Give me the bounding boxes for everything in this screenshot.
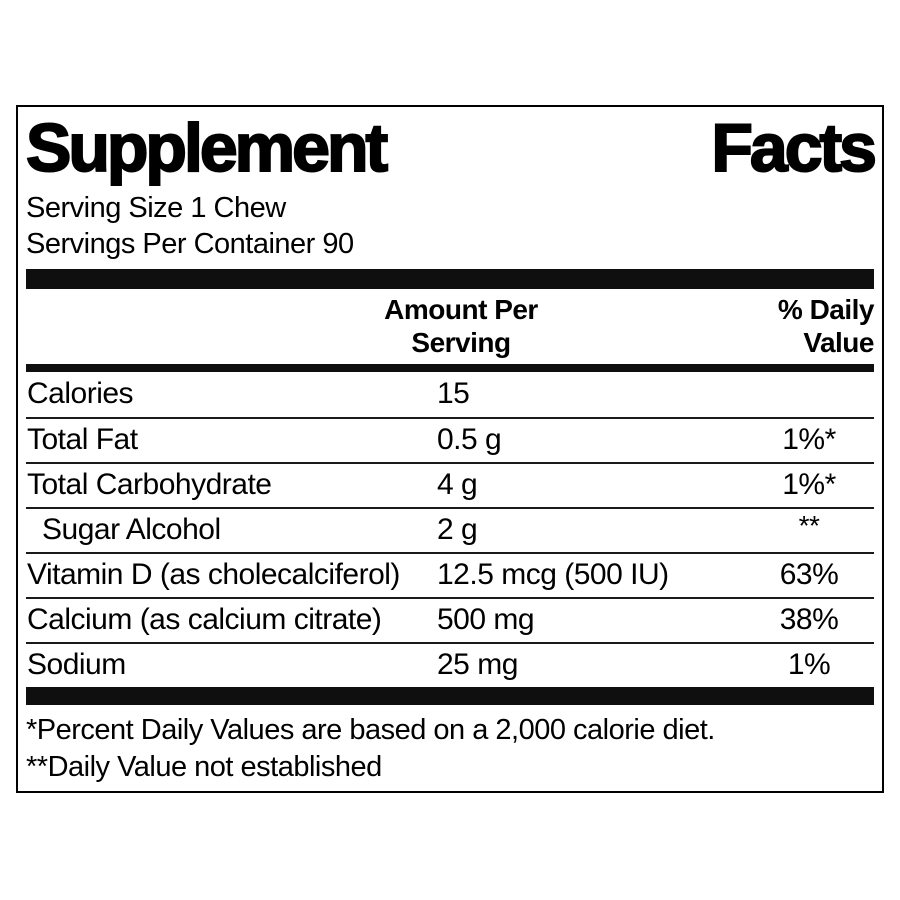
amount-header-line2: Serving [411,326,511,358]
amount-per-serving-header: Amount Per Serving [316,293,606,359]
footnotes: *Percent Daily Values are based on a 2,0… [26,705,874,786]
nutrient-name: Calcium (as calcium citrate) [27,603,382,637]
label-title: Supplement Facts [25,110,878,186]
separator-bar-bottom [26,686,874,705]
table-row-calories: Calories 15 [26,372,874,417]
nutrient-name: Sodium [27,648,126,682]
table-header-row: Amount Per Serving % Daily Value [26,289,874,364]
nutrient-amount: 2 g [437,513,478,547]
nutrient-amount: 4 g [437,468,478,502]
dv-header-line2: Value [803,326,874,358]
servings-per-container: Servings Per Container 90 [26,227,354,260]
nutrient-amount: 25 mg [437,648,518,682]
nutrient-name: Vitamin D (as cholecalciferol) [27,558,400,592]
nutrient-daily-value: 1%* [782,468,836,502]
nutrient-daily-value: 38% [779,603,839,637]
nutrient-name: Total Fat [27,423,138,457]
amount-header-line1: Amount Per [384,293,538,325]
nutrient-name: Total Carbohydrate [27,468,272,502]
nutrient-daily-value: ** [798,509,820,541]
table-row-vitamin-d: Vitamin D (as cholecalciferol) 12.5 mcg … [26,551,874,597]
table-row-sodium: Sodium 25 mg 1% [26,641,874,687]
table-row-sugar-alcohol: Sugar Alcohol 2 g ** [26,506,874,552]
nutrient-amount: 12.5 mcg (500 IU) [437,558,669,592]
nutrient-name: Calories [27,377,134,411]
supplement-facts-label: Supplement Facts Serving Size 1 Chew Ser… [16,105,884,793]
table-row-total-fat: Total Fat 0.5 g 1%* [26,416,874,462]
nutrient-table: Calories 15 Total Fat 0.5 g 1%* Total Ca… [26,372,874,687]
nutrient-daily-value: 1% [787,648,831,682]
nutrient-amount: 500 mg [437,603,535,637]
footnote-percent-daily-values: *Percent Daily Values are based on a 2,0… [26,713,715,746]
separator-bar-top [26,268,874,289]
nutrient-amount: 15 [437,377,470,411]
serving-info: Serving Size 1 Chew Servings Per Contain… [26,190,874,262]
daily-value-header: % Daily Value [606,293,875,359]
label-title-word-facts: Facts [710,110,878,186]
separator-bar-header [26,363,874,372]
nutrient-daily-value: 1%* [782,423,836,457]
footnote-daily-value-not-established: **Daily Value not established [26,750,382,783]
nutrient-amount: 0.5 g [437,423,502,457]
table-row-calcium: Calcium (as calcium citrate) 500 mg 38% [26,596,874,642]
table-row-total-carbohydrate: Total Carbohydrate 4 g 1%* [26,461,874,507]
nutrient-daily-value: 63% [779,558,839,592]
nutrient-name: Sugar Alcohol [42,513,221,547]
serving-size: Serving Size 1 Chew [26,191,286,224]
label-title-word-supplement: Supplement [25,110,389,186]
dv-header-line1: % Daily [777,293,875,325]
